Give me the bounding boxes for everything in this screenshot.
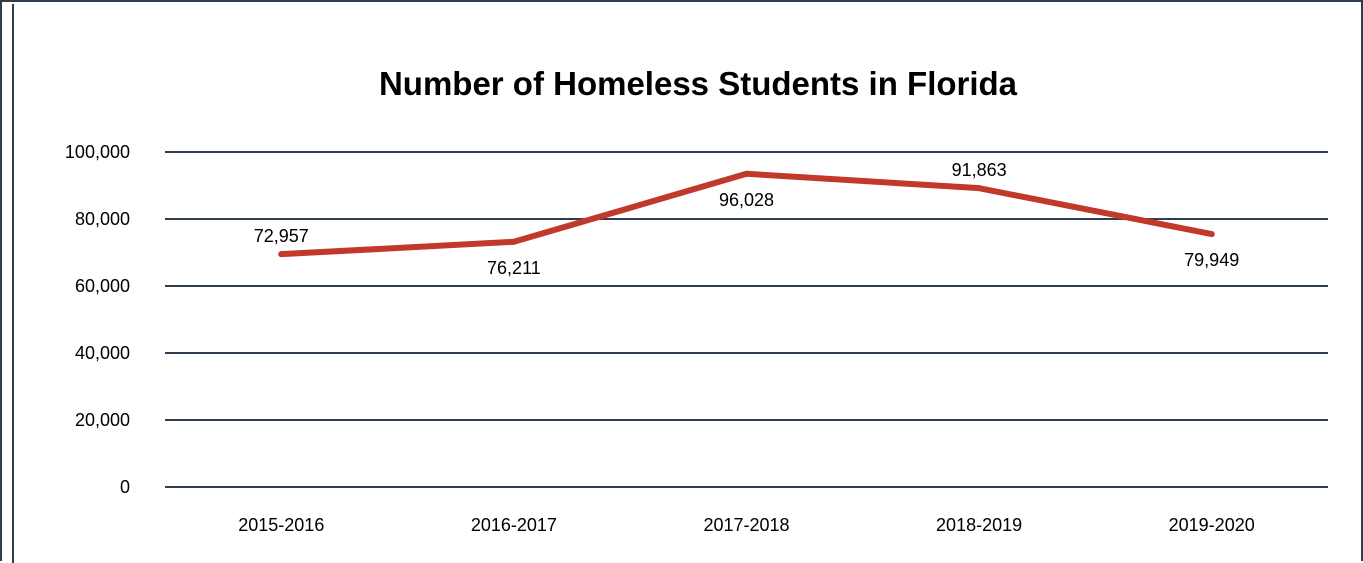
data-label: 72,957	[254, 226, 309, 246]
x-axis-tick-labels: 2015-2016 2016-2017 2017-2018 2018-2019 2019…	[238, 515, 1254, 535]
data-point	[1208, 231, 1215, 238]
series-line-group	[278, 170, 1215, 258]
data-point	[278, 251, 285, 258]
y-tick-label: 0	[120, 477, 130, 497]
data-label: 76,211	[487, 258, 541, 278]
frame-left-rule	[12, 4, 14, 563]
chart-title: Number of Homeless Students in Florida	[379, 65, 1018, 102]
data-point	[743, 170, 750, 177]
y-tick-label: 20,000	[75, 410, 130, 430]
y-tick-label: 100,000	[65, 142, 130, 162]
y-tick-label: 40,000	[75, 343, 130, 363]
data-label: 79,949	[1184, 250, 1239, 270]
data-label: 96,028	[719, 190, 774, 210]
x-tick-label: 2019-2020	[1169, 515, 1255, 535]
y-axis-tick-labels: 0 20,000 40,000 60,000 80,000 100,000	[65, 142, 130, 497]
y-tick-label: 80,000	[75, 209, 130, 229]
data-label: 91,863	[952, 160, 1007, 180]
x-tick-label: 2018-2019	[936, 515, 1022, 535]
data-point	[976, 185, 983, 192]
series-line	[278, 170, 1215, 258]
x-tick-label: 2017-2018	[703, 515, 789, 535]
x-tick-label: 2015-2016	[238, 515, 324, 535]
x-tick-label: 2016-2017	[471, 515, 557, 535]
y-tick-label: 60,000	[75, 276, 130, 296]
data-point	[510, 238, 517, 245]
data-labels: 72,957 76,211 96,028 91,863 79,949	[254, 160, 1239, 278]
